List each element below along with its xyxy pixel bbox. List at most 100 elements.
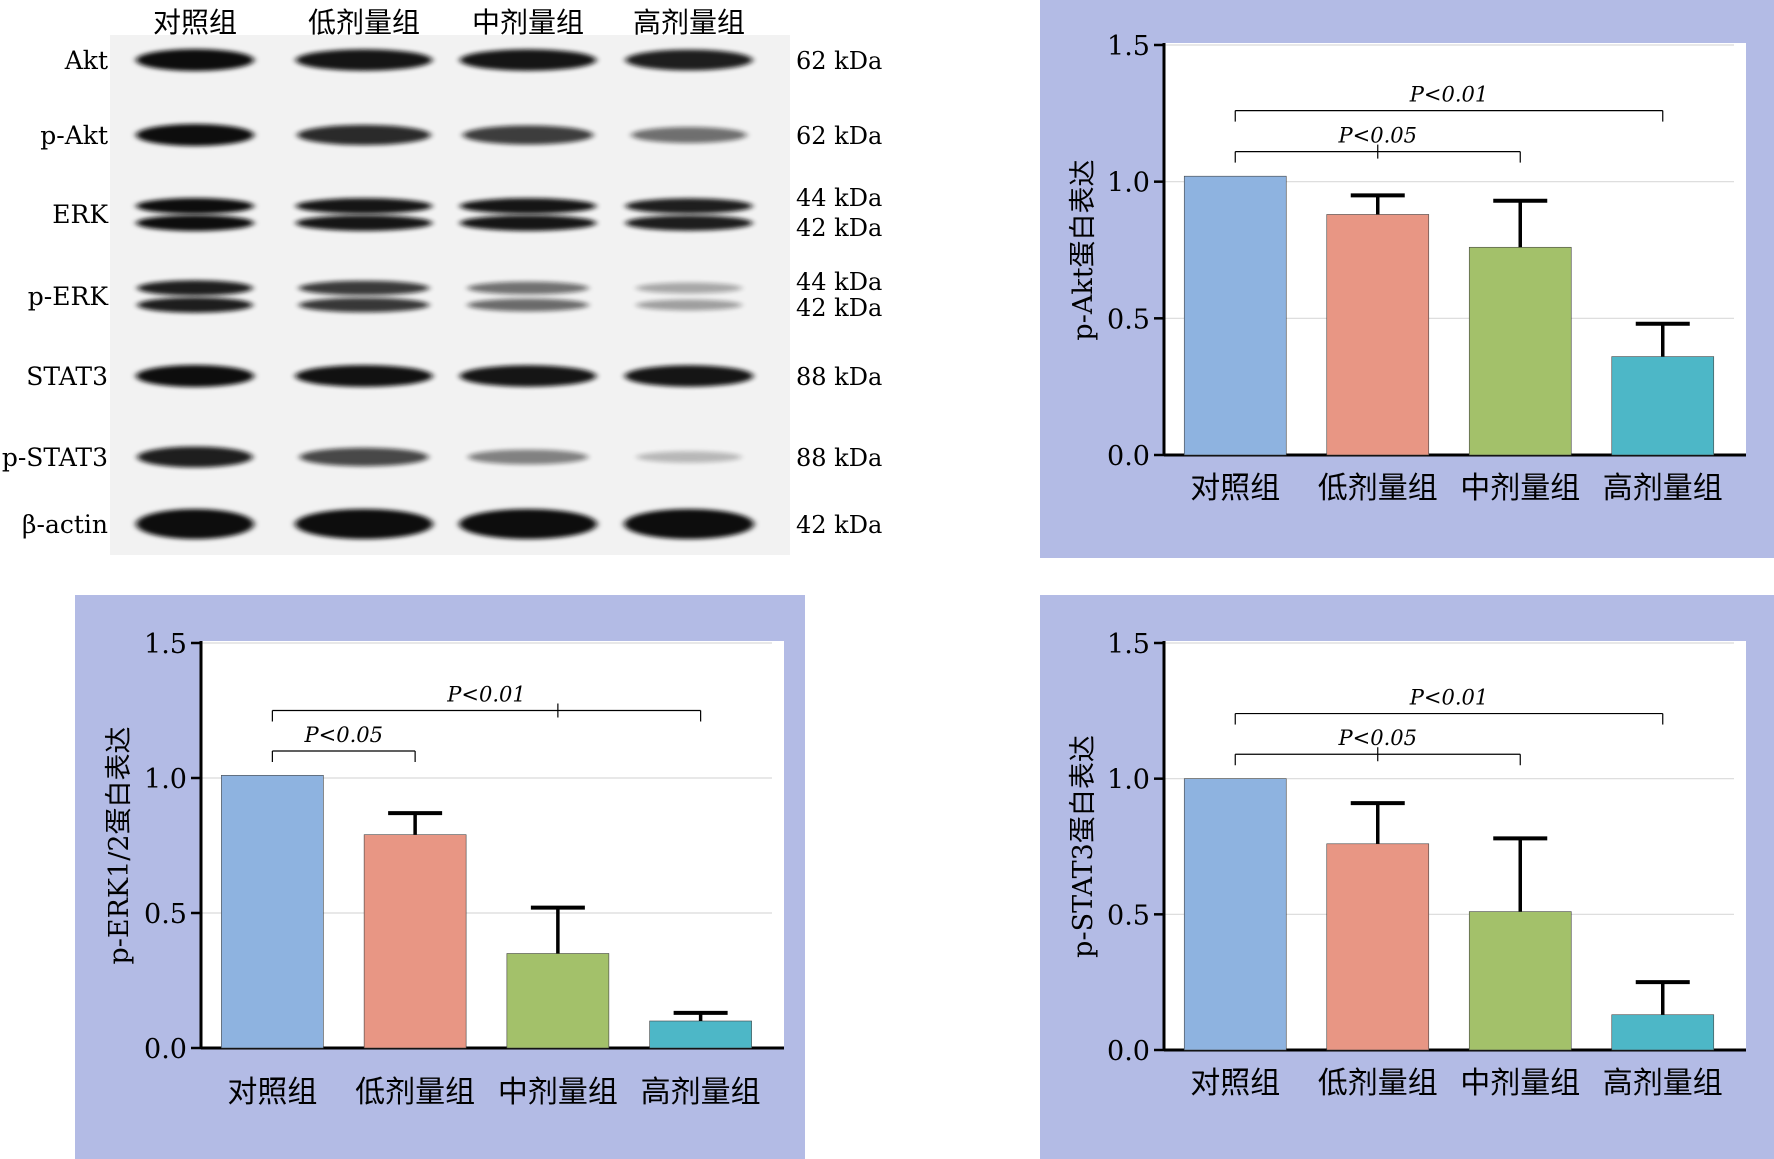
blot-band (137, 446, 253, 468)
significance-label: P<0.05 (304, 723, 383, 747)
blot-band (295, 215, 433, 231)
blot-band (624, 365, 754, 387)
western-blot-panel: 对照组 低剂量组 中剂量组 高剂量组 Akt 62 kDa p-Akt 62 kDa ERK 44… (2, 6, 882, 555)
blot-band (137, 297, 253, 313)
x-tick-label: 高剂量组 (641, 1075, 761, 1110)
blot-band (298, 280, 430, 296)
blot-band (136, 215, 254, 231)
blot-band (459, 49, 597, 71)
blot-band (297, 124, 431, 146)
blot-band (636, 282, 742, 294)
lane-label: 高剂量组 (633, 6, 745, 39)
bar (363, 834, 467, 1049)
x-tick-label: 中剂量组 (1460, 1066, 1580, 1101)
protein-label: p-STAT3 (2, 443, 108, 472)
bar (1468, 246, 1572, 456)
y-tick-label: 0.5 (144, 899, 187, 930)
p-stat3-chart: 0.0 0.5 1.0 1.5 对照组 低剂量组 中剂量组 高剂量组 p-STAT3蛋白表达 P<… (1040, 595, 1774, 1159)
blot-band (136, 365, 254, 387)
bar (1326, 843, 1430, 1051)
significance-label: P<0.01 (446, 683, 525, 707)
lane-label: 中剂量组 (472, 6, 584, 39)
blot-band (625, 215, 753, 231)
protein-label: p-Akt (40, 121, 108, 150)
bar (1611, 356, 1715, 456)
size-label: 44 kDa (796, 184, 882, 212)
x-tick-label: 低剂量组 (1318, 1066, 1438, 1101)
protein-label: p-ERK (28, 282, 110, 311)
x-tick-label: 中剂量组 (498, 1075, 618, 1110)
lane-label: 对照组 (153, 6, 237, 39)
x-tick-label: 低剂量组 (355, 1075, 475, 1110)
x-tick-label: 高剂量组 (1603, 1066, 1723, 1101)
significance-label: P<0.01 (1409, 686, 1488, 710)
protein-label: STAT3 (26, 362, 108, 391)
bar (649, 1020, 752, 1049)
blot-band (295, 49, 433, 71)
blot-membrane (110, 35, 790, 555)
bar (506, 953, 610, 1049)
size-label: 44 kDa (796, 268, 882, 296)
y-tick-label: 1.5 (1107, 31, 1150, 62)
y-tick-label: 0.0 (1107, 1036, 1150, 1067)
y-axis-label: p-ERK1/2蛋白表达 (104, 726, 135, 964)
blot-band (136, 49, 254, 71)
blot-band (631, 127, 747, 143)
protein-label: β-actin (22, 510, 108, 539)
blot-band (136, 509, 254, 539)
significance-label: P<0.05 (1338, 124, 1417, 148)
blot-band (459, 215, 597, 231)
p-erk-chart: 0.0 0.5 1.0 1.5 对照组 低剂量组 中剂量组 高剂量组 p-ERK1/2蛋白表达 P… (75, 595, 805, 1159)
blot-band (624, 509, 754, 539)
blot-band (462, 125, 594, 145)
size-label: 42 kDa (796, 214, 882, 242)
y-tick-label: 0.0 (1107, 441, 1150, 472)
blot-band (295, 509, 433, 539)
size-label: 88 kDa (796, 363, 882, 391)
y-tick-label: 1.0 (1107, 168, 1150, 199)
blot-band (137, 280, 253, 296)
blot-band (625, 198, 753, 214)
lane-label: 低剂量组 (308, 6, 420, 39)
y-tick-label: 1.0 (144, 764, 187, 795)
blot-band (298, 297, 430, 313)
size-label: 62 kDa (796, 47, 882, 75)
blot-band (625, 49, 753, 71)
y-axis-label: p-Akt蛋白表达 (1068, 159, 1099, 340)
blot-band (295, 365, 433, 387)
size-label: 62 kDa (796, 122, 882, 150)
bar (1183, 175, 1287, 456)
y-axis-label: p-STAT3蛋白表达 (1068, 735, 1099, 958)
blot-band (468, 449, 588, 465)
blot-band (459, 198, 597, 214)
significance-label: P<0.01 (1409, 83, 1488, 107)
p-akt-chart: 0.0 0.5 1.0 1.5 对照组 低剂量组 中剂量组 高剂量组 p-Akt蛋白表达 P<0.… (1040, 0, 1774, 558)
bar (1468, 911, 1572, 1051)
blot-band (295, 198, 433, 214)
bar (1183, 778, 1287, 1051)
y-tick-label: 1.5 (144, 629, 187, 660)
x-tick-label: 对照组 (1190, 471, 1280, 506)
protein-label: Akt (64, 46, 108, 75)
blot-band (136, 124, 254, 146)
x-tick-label: 对照组 (227, 1075, 317, 1110)
x-tick-label: 中剂量组 (1460, 471, 1580, 506)
y-tick-label: 1.5 (1107, 629, 1150, 660)
y-tick-label: 1.0 (1107, 765, 1150, 796)
y-tick-label: 0.5 (1107, 900, 1150, 931)
size-label: 42 kDa (796, 511, 882, 539)
bar (1611, 1014, 1715, 1051)
y-tick-label: 0.5 (1107, 304, 1150, 335)
size-label: 88 kDa (796, 444, 882, 472)
blot-band (299, 447, 429, 467)
bar (1326, 214, 1430, 456)
size-label: 42 kDa (796, 294, 882, 322)
x-tick-label: 高剂量组 (1603, 471, 1723, 506)
bar (221, 774, 324, 1049)
protein-label: ERK (52, 200, 109, 229)
blot-band (467, 281, 589, 295)
blot-band (459, 365, 597, 387)
blot-band (459, 509, 597, 539)
y-tick-label: 0.0 (144, 1034, 187, 1065)
